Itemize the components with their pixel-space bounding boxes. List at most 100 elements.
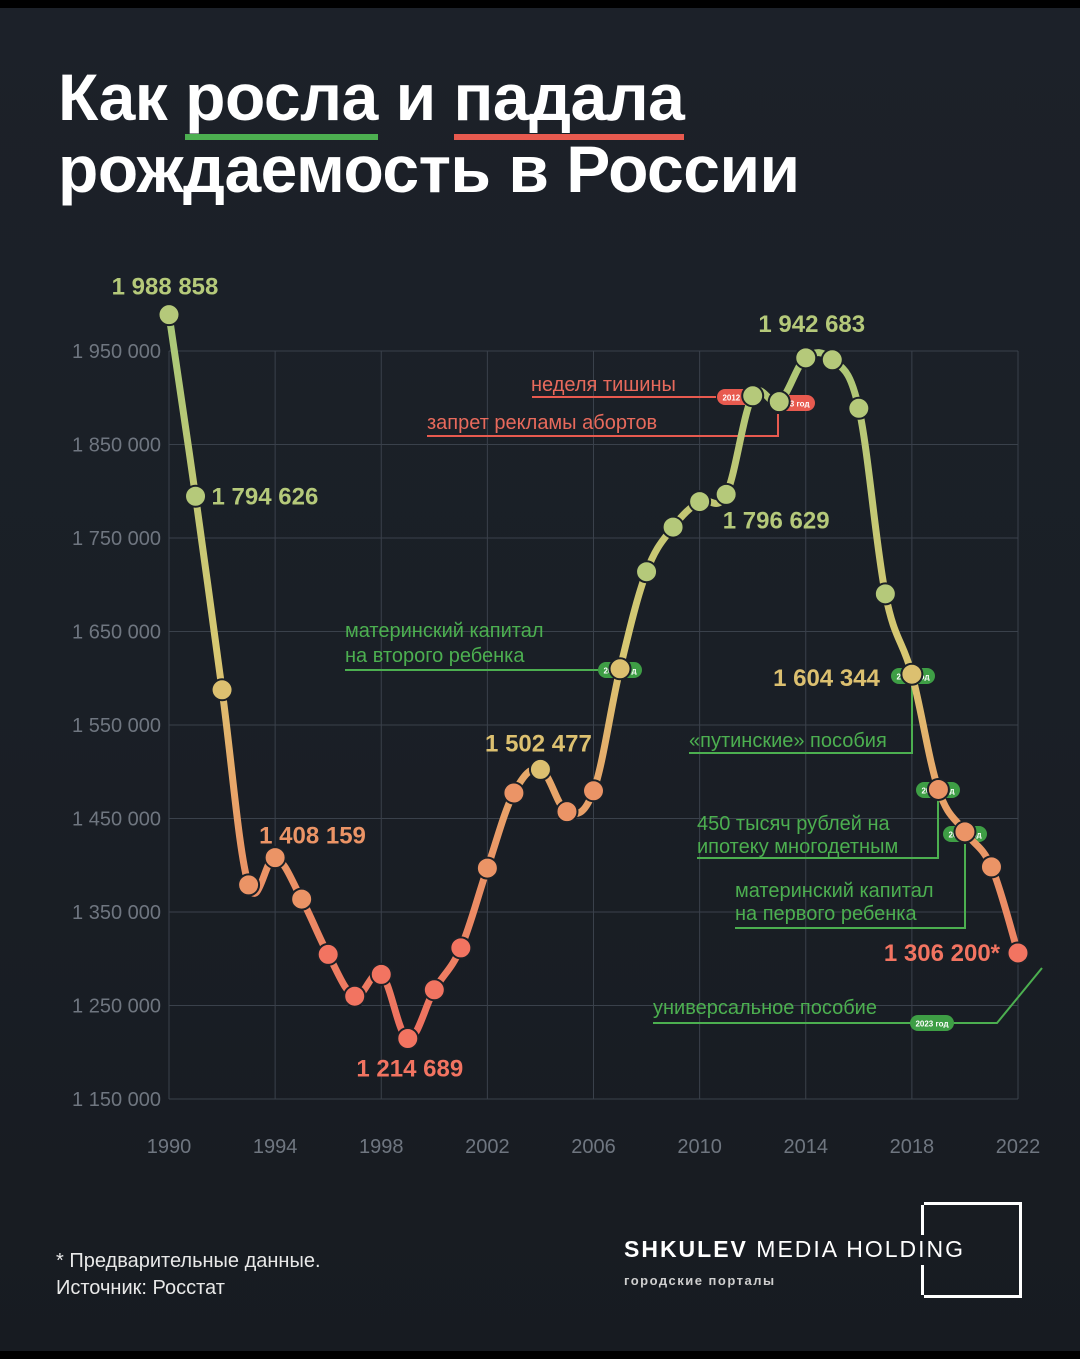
annotation-text: на второго ребенка [345,645,525,667]
annotation-text: 450 тысяч рублей на [697,813,891,835]
value-labels-layer: 1 988 858 1 794 626 1 408 159 1 214 689 1 50… [112,274,1001,1083]
grid-layer [168,350,1019,1100]
y-tick-label: 1 950 000 [72,341,161,363]
data-point [184,484,208,508]
data-point [343,984,367,1008]
annotation-connector [427,414,779,437]
x-tick-label: 2014 [784,1136,829,1158]
brand-logo: SHKULEV MEDIA HOLDING городские порталы [624,1236,1024,1288]
y-tick-label: 1 850 000 [72,435,161,457]
annotation-text: на первого ребенка [735,903,917,925]
annotation-text: ипотеку многодетным [697,836,898,858]
axis-layer: 1 950 000 1 850 000 1 750 000 1 650 000 1 55… [72,341,1040,1158]
data-point [635,560,659,584]
data-point [688,490,712,514]
annotation-connector [697,800,939,859]
annotation-connector [653,967,1043,1024]
brand-subtitle: городские порталы [624,1273,776,1288]
value-label: 1 306 200* [884,940,1001,967]
brand-name-bold: SHKULEV [624,1236,748,1262]
value-label: 1 988 858 [112,274,219,301]
page-title-line-1: Как росла и падала [58,60,685,140]
data-point [582,779,605,803]
annotation-text: универсальное пособие [653,997,877,1019]
value-label: 1 604 344 [773,665,880,692]
data-point [422,978,446,1002]
y-tick-label: 1 650 000 [72,622,161,644]
year-badge-label: 2012 год [722,394,755,403]
annotation-text: материнский капитал [345,620,544,642]
data-point [953,820,977,844]
x-tick-label: 2002 [465,1136,510,1158]
data-point [714,482,738,506]
data-point [741,384,765,408]
value-label: 1 796 629 [723,507,830,534]
page-title-line-2: рождаемость в России [58,132,800,206]
brand-name: SHKULEV MEDIA HOLDING [624,1236,1024,1263]
value-label: 1 794 626 [212,483,319,510]
data-point [873,582,897,606]
annotation-text: материнский капитал [735,880,934,902]
annotation-connector [689,686,913,754]
data-point [661,515,685,539]
data-point [157,303,181,327]
data-point [608,657,632,681]
y-tick-label: 1 550 000 [72,715,161,737]
brand-name-rest: MEDIA HOLDING [747,1236,966,1262]
x-tick-label: 2006 [571,1136,616,1158]
x-tick-label: 2010 [677,1136,722,1158]
x-tick-label: 2018 [890,1136,935,1158]
year-badge-label: 2013 год [776,400,809,409]
value-label: 1 942 683 [758,311,865,338]
footnote-preliminary: * Предварительные данные. [56,1250,321,1272]
data-point [794,346,818,370]
data-point [979,855,1003,879]
top-frame-bar [0,0,1080,8]
x-tick-label: 1998 [359,1136,404,1158]
y-tick-label: 1 450 000 [72,809,161,831]
annotation-connector [735,844,966,929]
data-point [316,942,340,966]
x-tick-label: 1994 [253,1136,298,1158]
y-tick-label: 1 750 000 [72,528,161,550]
value-label: 1 502 477 [485,730,592,757]
annotation-text: «путинские» пособия [689,730,887,752]
footnote-source: Источник: Росстат [56,1277,225,1299]
data-point [237,873,261,897]
data-point [475,856,499,880]
x-tick-label: 2022 [996,1136,1041,1158]
data-point [449,936,473,960]
annotation-text: неделя тишины [531,374,676,396]
data-point [926,777,950,801]
data-point [820,348,844,372]
title-word-red: падала [453,60,685,140]
data-point [767,390,791,414]
footnote: * Предварительные данные. Источник: Росс… [56,1248,321,1302]
year-badge [910,1015,954,1031]
bottom-frame-bar [0,1351,1080,1359]
data-point [555,800,579,824]
value-label: 1 214 689 [356,1056,463,1083]
x-tick-label: 1990 [147,1136,192,1158]
data-point [1006,941,1030,965]
points-layer [157,303,1030,1051]
brand-bracket-icon [921,1202,1022,1298]
y-tick-label: 1 250 000 [72,996,161,1018]
data-point [528,757,552,781]
data-point [847,396,871,420]
data-point [290,887,314,911]
annotation-layer: неделя тишины 2012 год запрет рекламы абор… [345,374,1043,1031]
title-word-green: росла [185,60,378,140]
data-point [210,678,234,702]
data-point [369,962,393,986]
title-part-1: Как [58,60,186,134]
data-point [396,1027,420,1051]
year-badge-label: 2023 год [915,1020,948,1029]
y-tick-label: 1 150 000 [72,1089,161,1111]
y-tick-label: 1 350 000 [72,902,161,924]
annotation-text: запрет рекламы абортов [427,412,657,434]
data-point [502,781,526,805]
data-point [263,846,287,870]
